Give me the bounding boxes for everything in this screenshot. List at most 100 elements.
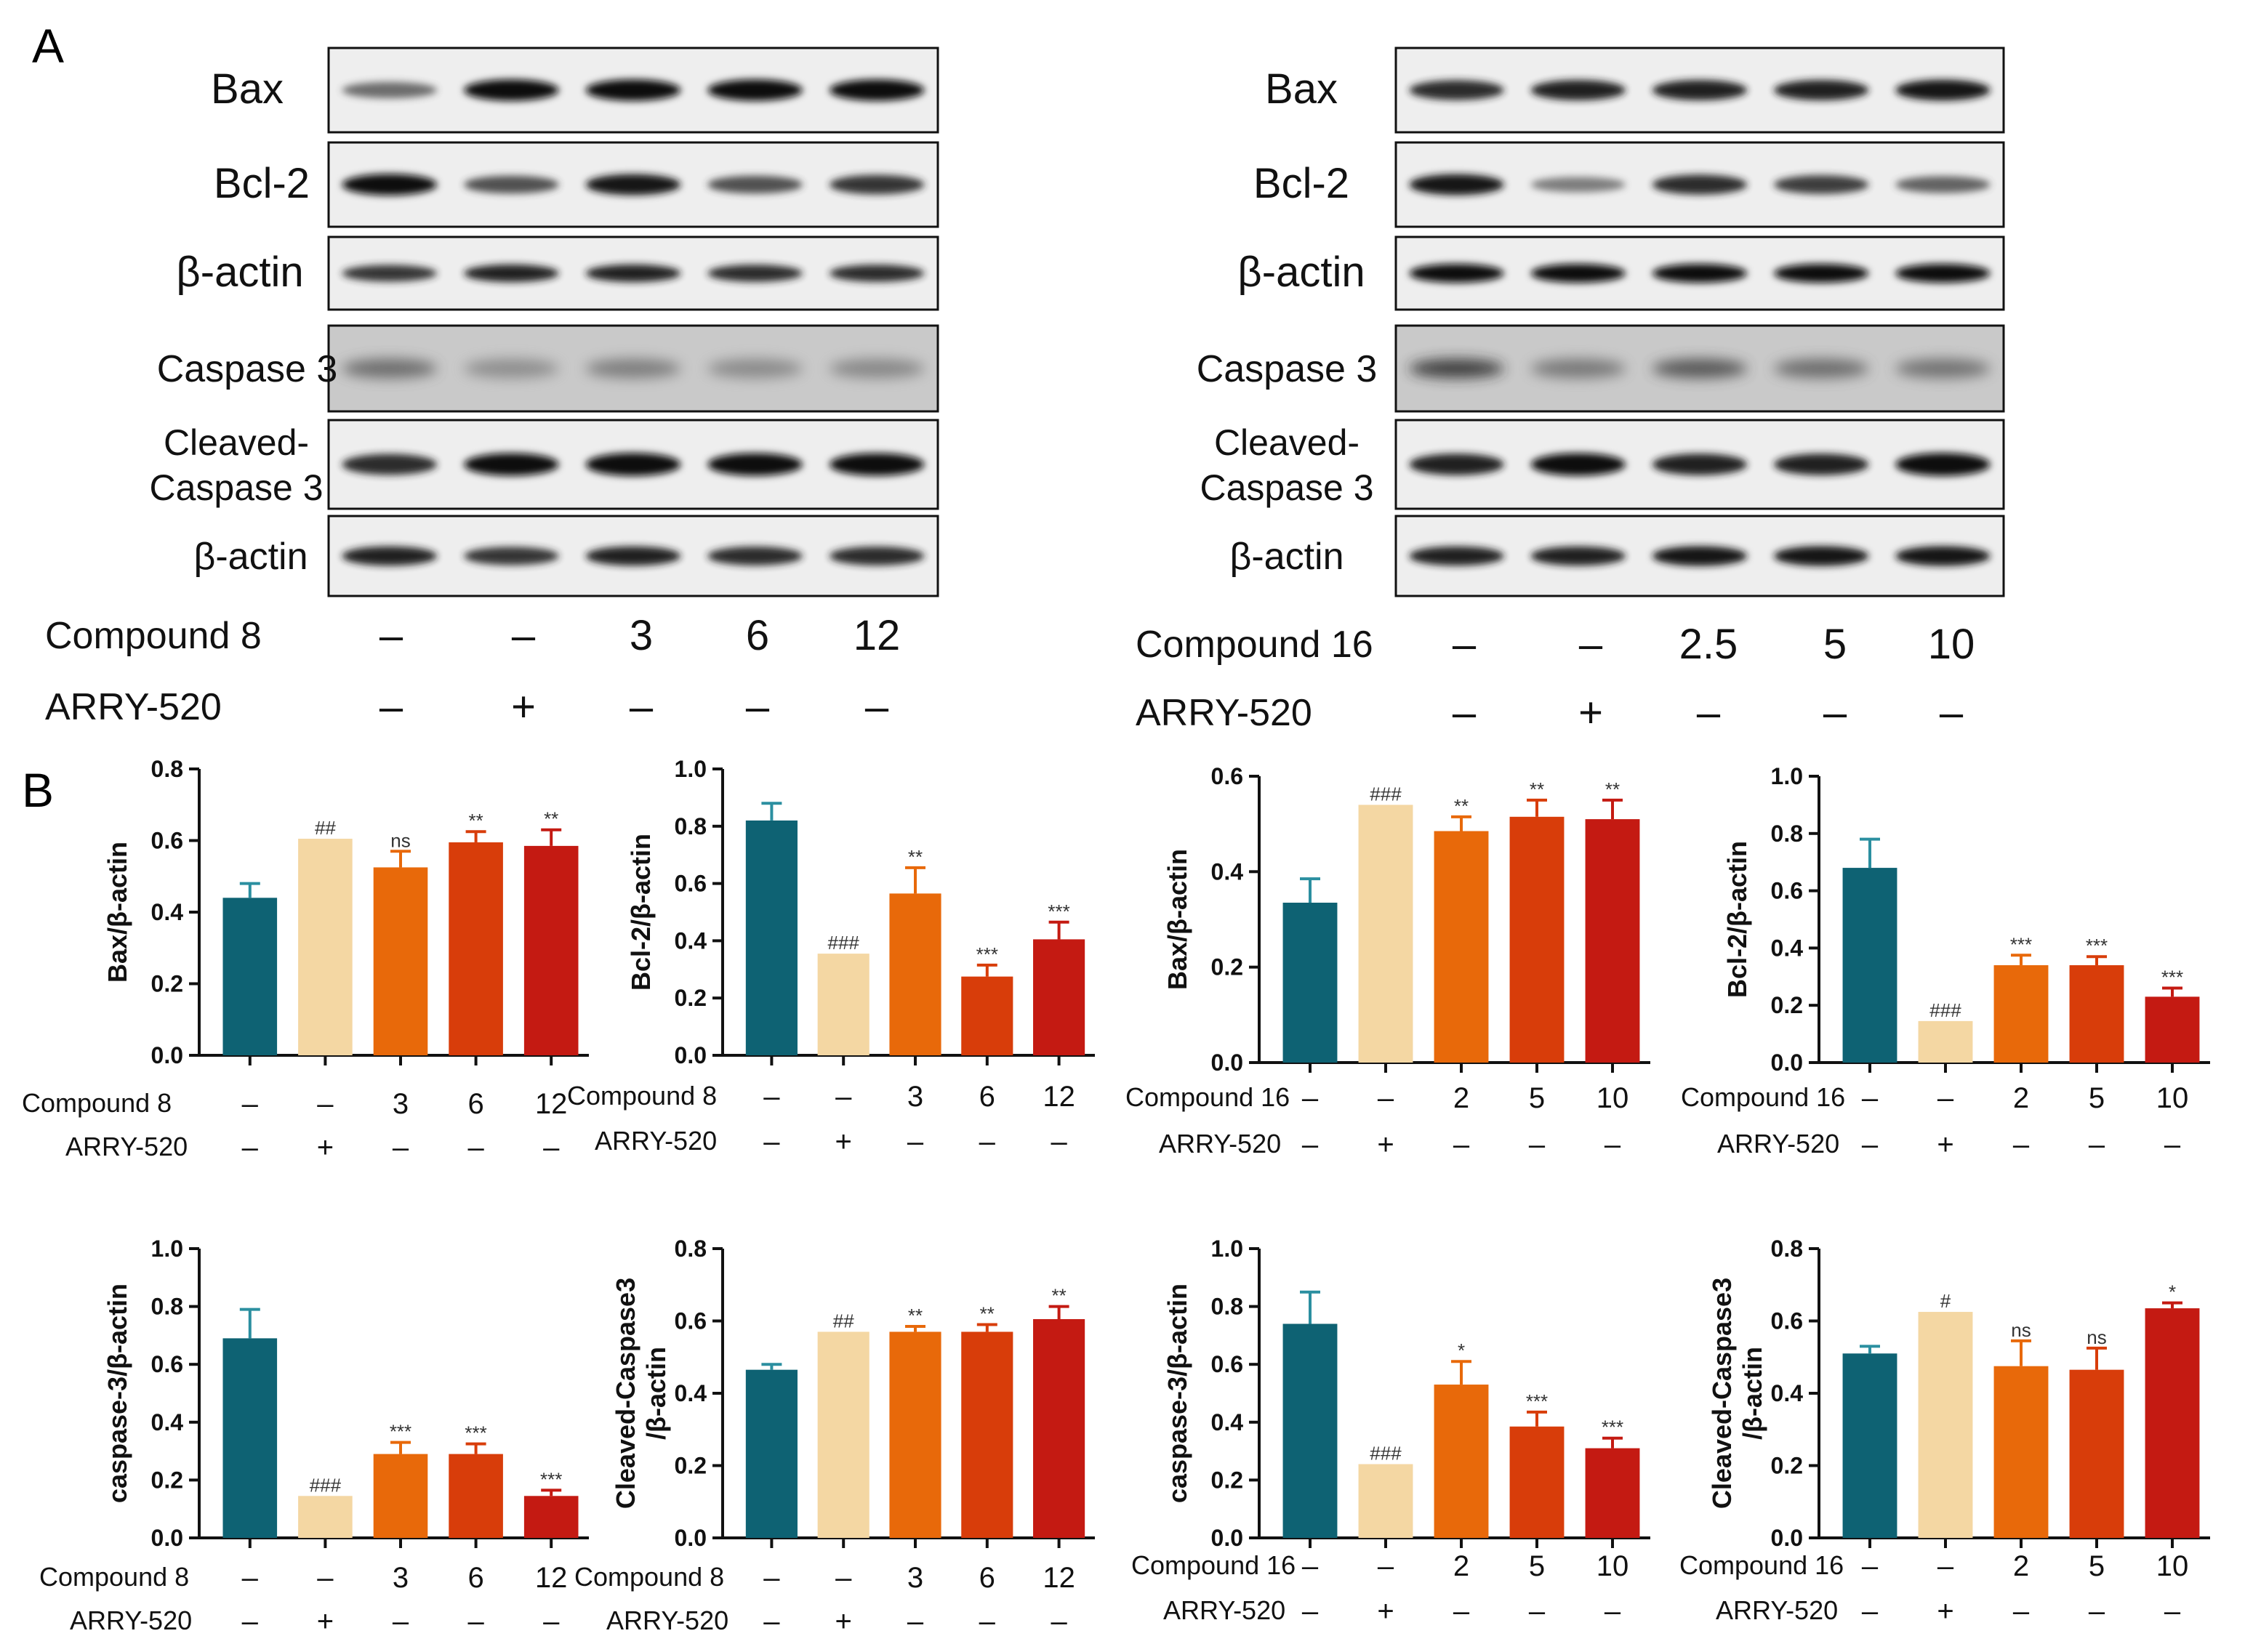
condition-value: 5 <box>2089 1550 2105 1582</box>
bar <box>745 1369 798 1538</box>
treatment-value: + <box>511 683 536 730</box>
condition-label: ARRY-520 <box>1159 1129 1281 1159</box>
condition-value: – <box>467 1132 484 1164</box>
blot-band <box>1895 264 1991 283</box>
condition-value: + <box>1377 1595 1394 1627</box>
treatment-value: – <box>379 612 403 659</box>
condition-value: 3 <box>393 1562 409 1594</box>
y-tick-label: 0.0 <box>1771 1049 1803 1076</box>
condition-value: – <box>1937 1550 1954 1582</box>
bar <box>222 898 278 1055</box>
blot-band <box>1652 264 1748 283</box>
condition-value: – <box>979 1126 996 1158</box>
blot-band <box>464 359 559 378</box>
significance-mark: ns <box>2011 1319 2031 1341</box>
y-axis-label: Bax/β-actin <box>103 842 132 983</box>
condition-label: Compound 16 <box>1125 1082 1290 1112</box>
y-tick-label: 0.2 <box>675 985 707 1011</box>
condition-value: 6 <box>979 1562 995 1594</box>
bar <box>373 1454 428 1538</box>
blot-band <box>585 453 681 476</box>
blot-row-label: Bax <box>211 65 284 113</box>
condition-value: – <box>835 1562 852 1594</box>
y-tick-label: 0.0 <box>151 1042 183 1068</box>
condition-label: Compound 8 <box>22 1088 172 1118</box>
condition-value: – <box>242 1605 259 1637</box>
blot-band <box>1895 359 1991 378</box>
y-tick-label: 0.4 <box>1211 858 1244 885</box>
blot-row-label: Bcl-2 <box>1253 160 1349 207</box>
significance-mark: ** <box>468 810 483 831</box>
blot-band <box>585 264 681 283</box>
blot-band <box>585 359 681 378</box>
y-axis-label: caspase-3/β-actin <box>1162 1284 1192 1503</box>
significance-mark: ** <box>1530 778 1544 800</box>
condition-label: ARRY-520 <box>1163 1595 1285 1625</box>
y-tick-label: 1.0 <box>151 1236 183 1262</box>
bar <box>2069 1369 2124 1538</box>
significance-mark: ** <box>1605 778 1620 800</box>
y-tick-label: 0.0 <box>1771 1525 1803 1551</box>
condition-value: – <box>393 1605 409 1637</box>
y-tick-label: 0.4 <box>675 1380 707 1406</box>
condition-value: – <box>763 1081 780 1113</box>
y-axis-label: Cleaved-Caspase3 <box>611 1278 640 1509</box>
blot-band <box>585 546 681 566</box>
significance-mark: *** <box>2086 935 2108 956</box>
condition-value: – <box>2164 1129 2181 1161</box>
bar <box>1358 805 1413 1063</box>
treatment-value: 5 <box>1823 621 1847 668</box>
treatment-value: – <box>379 683 403 730</box>
y-tick-label: 0.8 <box>1771 1236 1803 1262</box>
blot-band <box>707 79 803 101</box>
blot-band <box>1409 546 1504 566</box>
panel-label-a: A <box>32 19 64 73</box>
condition-value: + <box>317 1132 334 1164</box>
treatment-value: 3 <box>630 612 653 659</box>
blot-band <box>707 453 803 476</box>
significance-mark: ** <box>980 1302 995 1324</box>
condition-value: – <box>2164 1595 2181 1627</box>
treatment-value: – <box>1453 621 1477 668</box>
condition-label: ARRY-520 <box>1717 1129 1839 1159</box>
blot-band <box>1895 176 1991 193</box>
condition-value: 5 <box>1529 1082 1545 1114</box>
significance-mark: ### <box>1929 999 1961 1021</box>
condition-value: – <box>1453 1129 1470 1161</box>
condition-value: 12 <box>1043 1562 1075 1594</box>
blot-band <box>1530 453 1626 476</box>
bar <box>1509 816 1565 1063</box>
treatment-value: – <box>865 683 889 730</box>
blot-band <box>1895 453 1991 476</box>
y-axis-label: Bcl-2/β-actin <box>1722 841 1752 998</box>
bar-chart-panels: 0.0 0.2 0.4 0.6 0.8 Bax/β-actin ## ns ** ** Compou… <box>22 756 2210 1637</box>
treatment-value: 2.5 <box>1679 621 1738 668</box>
blot-band <box>829 79 925 101</box>
blot-band <box>1530 264 1626 283</box>
treatment-value: – <box>630 683 654 730</box>
blot-band <box>1895 546 1991 566</box>
treatment-value: – <box>1940 689 1964 736</box>
bar <box>373 867 428 1055</box>
condition-value: – <box>543 1132 560 1164</box>
condition-value: 2 <box>1453 1082 1469 1114</box>
y-axis-label: Bcl-2/β-actin <box>626 834 656 991</box>
y-tick-label: 0.6 <box>151 1351 183 1377</box>
y-tick-label: 0.2 <box>151 1467 183 1493</box>
blot-band <box>1652 454 1748 475</box>
treatment-value: 12 <box>854 612 901 659</box>
condition-value: + <box>1937 1595 1953 1627</box>
blot-band <box>829 547 925 565</box>
condition-value: 2 <box>2013 1550 2029 1582</box>
blot-band <box>1773 79 1869 101</box>
significance-mark: ## <box>833 1310 854 1331</box>
significance-mark: ** <box>1051 1285 1066 1307</box>
panel-label-b: B <box>22 763 54 817</box>
bar <box>889 1331 941 1538</box>
blot-row-label: β-actin <box>1229 536 1344 578</box>
condition-value: – <box>1302 1082 1319 1114</box>
blot-band <box>1409 359 1504 378</box>
blot-band <box>707 359 803 378</box>
